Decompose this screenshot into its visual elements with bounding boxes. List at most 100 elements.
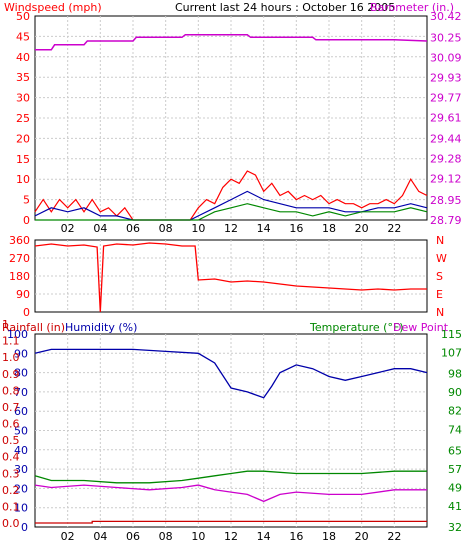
y-left-tick-label: 5 [23,194,30,207]
humidity-tick-label: 60 [14,405,28,418]
x-tick-label: 08 [159,222,173,235]
humidity-tick-label: 50 [14,425,28,438]
dewpoint-label: Dew Point [393,321,449,334]
rain-tick-label: 0.2 [2,484,20,497]
dir-left-tick-label: 90 [16,288,30,301]
temperature-tick-label: 82 [448,405,462,418]
rainfall-label: Rainfall (in) [2,321,65,334]
chart-title: Current last 24 hours : October 16 2005 [175,1,395,14]
temperature-tick-label: 65 [448,444,462,457]
temperature-label: Temperature (°F) [309,321,404,334]
rain-tick-label: 0.4 [2,451,20,464]
y-right-tick-label: 28.95 [430,194,462,207]
rain-tick-label: 1.0 [2,351,20,364]
humidity-label: Humidity (%) [65,321,137,334]
y-right-tick-label: 29.77 [430,91,462,104]
temperature-tick-label: 98 [448,368,462,381]
x-tick-label: 20 [355,530,369,543]
x-tick-label: 06 [126,530,140,543]
compass-tick-label: S [436,270,443,283]
x-tick-label: 04 [93,222,107,235]
y-right-tick-label: 29.12 [430,173,462,186]
humidity-tick-label: 20 [14,482,28,495]
x-tick-label: 20 [355,222,369,235]
series-line-temperature-f- [34,470,427,484]
y-right-tick-label: 29.44 [430,133,462,146]
rain-tick-label: 0.9 [2,368,20,381]
y-right-tick-label: 29.28 [430,153,462,166]
rain-tick-label: 1.1 [2,335,20,348]
y-left-tick-label: 0 [23,214,30,227]
series-line-gust [34,170,428,221]
x-tick-label: 14 [257,530,271,543]
compass-tick-label: E [436,288,443,301]
x-tick-label: 06 [126,222,140,235]
dir-left-tick-label: 360 [9,234,30,247]
dir-left-tick-label: 180 [9,270,30,283]
x-tick-label: 04 [93,530,107,543]
barometer-label: Barometer (in.) [370,1,454,14]
x-tick-label: 10 [191,222,205,235]
x-tick-label: 18 [322,530,336,543]
humidity-tick-label: 80 [14,367,28,380]
dir-left-tick-label: 0 [23,306,30,319]
rain-tick-label: 0.0 [2,517,20,530]
x-tick-label: 12 [224,530,238,543]
temperature-tick-label: 57 [448,463,462,476]
rain-tick-label: 0.1 [2,500,20,513]
y-left-tick-label: 20 [16,132,30,145]
series-line-dew-point [34,484,427,503]
x-tick-label: 02 [61,222,75,235]
series-line-rainfall-in- [35,520,427,524]
x-tick-label: 02 [61,530,75,543]
y-right-tick-label: 30.09 [430,51,462,64]
humidity-tick-label: 30 [14,463,28,476]
humidity-tick-label: 40 [14,444,28,457]
temperature-tick-label: 49 [448,481,462,494]
humidity-tick-label: 10 [14,502,28,515]
dir-left-tick-label: 270 [9,252,30,265]
y-left-tick-label: 15 [16,153,30,166]
y-right-tick-label: 29.61 [430,111,462,124]
y-right-tick-label: 28.79 [430,214,462,227]
x-tick-label: 14 [257,222,271,235]
compass-tick-label: W [436,252,447,265]
series-line-barometer-in- [35,34,428,51]
x-tick-label: 10 [191,530,205,543]
y-left-tick-label: 30 [16,92,30,105]
x-tick-label: 22 [387,222,401,235]
temperature-tick-label: 41 [448,500,462,513]
x-tick-label: 08 [159,530,173,543]
humidity-tick-label: 70 [14,386,28,399]
y-left-tick-label: 40 [16,51,30,64]
x-tick-label: 22 [387,530,401,543]
rain-tick-label: 1 [2,318,9,331]
x-tick-label: 18 [322,222,336,235]
temperature-tick-label: 115 [441,328,462,341]
temperature-tick-label: 90 [448,386,462,399]
rain-tick-label: 0.7 [2,401,20,414]
compass-tick-label: N [436,234,444,247]
humidity-tick-label: 90 [14,347,28,360]
y-right-tick-label: 30.42 [430,10,462,23]
series-line-average-wind [34,190,428,221]
y-left-tick-label: 45 [16,30,30,43]
rain-tick-label: 0.8 [2,384,20,397]
temperature-tick-label: 74 [448,423,462,436]
series-line-humidity- [34,348,428,399]
x-tick-label: 12 [224,222,238,235]
y-right-tick-label: 29.93 [430,71,462,84]
temperature-tick-label: 107 [441,347,462,360]
humidity-tick-label: 100 [7,328,28,341]
x-tick-label: 16 [289,222,303,235]
y-left-tick-label: 25 [16,112,30,125]
series-line-green [35,203,428,221]
series-line-direction [34,242,427,313]
y-left-tick-label: 35 [16,71,30,84]
temperature-tick-label: 32 [448,521,462,534]
y-right-tick-label: 30.25 [430,31,462,44]
x-tick-label: 16 [289,530,303,543]
rain-tick-label: 0.3 [2,467,20,480]
windspeed-label: Windspeed (mph) [4,1,102,14]
